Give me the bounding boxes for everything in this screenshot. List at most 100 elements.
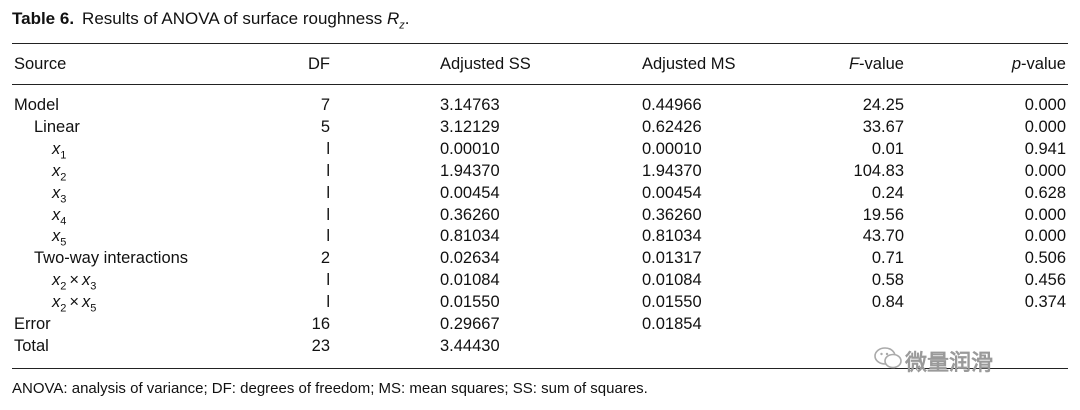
variable-symbol: x5 — [52, 227, 67, 249]
cell-adjusted-ms: 0.01550 — [642, 293, 702, 312]
top-rule — [12, 43, 1068, 44]
cell-p-value: 0.000 — [1024, 227, 1066, 246]
header-p-value: p-value — [990, 54, 1066, 74]
cell-source: x1 — [14, 139, 66, 165]
cell-adjusted-ss: 0.00454 — [440, 183, 500, 202]
caption-symbol: R — [386, 9, 400, 28]
cell-adjusted-ss: 0.81034 — [440, 227, 500, 246]
cell-adjusted-ss: 0.01550 — [440, 293, 500, 312]
header-f-value: F-value — [800, 54, 904, 74]
bottom-rule — [12, 368, 1068, 369]
cell-p-value: 0.000 — [1024, 117, 1066, 136]
variable-subscript: 3 — [90, 280, 97, 293]
cell-f-value: 19.56 — [862, 205, 904, 224]
variable-symbol: x2 — [52, 271, 67, 293]
table-footnote: ANOVA: analysis of variance; DF: degrees… — [12, 380, 648, 397]
cell-p-value: 0.506 — [1024, 249, 1066, 268]
cell-adjusted-ms: 0.81034 — [642, 227, 702, 246]
cell-adjusted-ss: 0.02634 — [440, 249, 500, 268]
cell-adjusted-ss: 3.12129 — [440, 117, 500, 136]
header-df: DF — [308, 55, 330, 73]
header-rule — [12, 84, 1068, 85]
cell-source: x5 — [14, 226, 66, 252]
cell-adjusted-ms: 0.62426 — [642, 117, 702, 136]
variable-symbol: x5 — [82, 293, 97, 315]
caption-end: . — [404, 9, 410, 28]
cell-source: Linear — [34, 117, 80, 136]
cell-adjusted-ss: 3.44430 — [440, 336, 500, 355]
variable-subscript: 5 — [90, 302, 97, 315]
cell-source: Total — [14, 336, 49, 355]
header-f-rest: -value — [859, 55, 904, 73]
times-symbol: × — [69, 271, 80, 290]
cell-adjusted-ss: 0.36260 — [440, 205, 500, 224]
cell-adjusted-ss: 0.29667 — [440, 315, 500, 333]
cell-f-value: 24.25 — [862, 96, 904, 114]
cell-f-value: 0.01 — [871, 139, 904, 158]
table-caption: Table 6. Results of ANOVA of surface roug… — [12, 9, 409, 31]
cell-adjusted-ss: 1.94370 — [440, 161, 500, 180]
cell-source: Error — [14, 315, 51, 333]
cell-source: x4 — [14, 205, 66, 231]
chat-bubble-icon — [874, 347, 902, 369]
cell-adjusted-ms: 0.00010 — [642, 139, 702, 158]
header-p-italic: p — [1011, 55, 1022, 73]
cell-df: l — [326, 205, 330, 224]
cell-adjusted-ms: 0.01317 — [642, 249, 702, 268]
cell-adjusted-ms: 0.01084 — [642, 271, 702, 290]
cell-f-value: 0.71 — [871, 249, 904, 268]
cell-p-value: 0.941 — [1024, 139, 1066, 158]
cell-df: l — [326, 183, 330, 202]
cell-source: Two-way interactions — [34, 249, 189, 268]
cell-df: 23 — [311, 336, 330, 355]
cell-adjusted-ms: 1.94370 — [642, 161, 702, 180]
variable-symbol: x2 — [52, 293, 67, 315]
cell-df: 16 — [311, 315, 330, 333]
cell-df: l — [326, 271, 330, 290]
cell-source: x3 — [14, 183, 66, 209]
variable-symbol: x4 — [52, 205, 67, 227]
header-f-italic: F — [848, 55, 860, 73]
cell-p-value: 0.000 — [1024, 161, 1066, 180]
cell-f-value: 104.83 — [853, 161, 904, 180]
variable-subscript: 2 — [60, 280, 67, 293]
cell-df: l — [326, 161, 330, 180]
cell-f-value: 0.24 — [871, 183, 904, 202]
cell-adjusted-ms: 0.44966 — [642, 96, 702, 114]
cell-df: 7 — [320, 96, 330, 114]
cell-p-value: 0.628 — [1024, 183, 1066, 202]
variable-subscript: 4 — [60, 214, 67, 227]
variable-symbol: x3 — [52, 183, 67, 205]
cell-p-value: 0.000 — [1024, 96, 1066, 114]
cell-adjusted-ms: 0.01854 — [642, 315, 702, 333]
cell-p-value: 0.456 — [1024, 271, 1066, 290]
cell-f-value: 0.84 — [871, 293, 904, 312]
caption-label: Table 6. — [12, 9, 75, 28]
cell-df: 5 — [320, 117, 330, 136]
variable-subscript: 2 — [60, 170, 67, 183]
cell-adjusted-ms: 0.36260 — [642, 205, 702, 224]
caption-symbol-sub: z — [399, 19, 405, 32]
cell-source: Model — [14, 96, 59, 114]
watermark-text: 微量润滑 — [905, 350, 994, 375]
variable-symbol: x3 — [82, 271, 97, 293]
cell-adjusted-ss: 0.00010 — [440, 139, 500, 158]
variable-subscript: 5 — [60, 236, 67, 249]
cell-f-value: 43.70 — [862, 227, 904, 246]
cell-df: 2 — [320, 249, 330, 268]
cell-adjusted-ss: 3.14763 — [440, 96, 500, 114]
variable-subscript: 2 — [60, 302, 67, 315]
cell-f-value: 0.58 — [871, 271, 904, 290]
cell-df: l — [326, 139, 330, 158]
header-p-rest: -value — [1021, 55, 1066, 73]
caption-text: Results of ANOVA of surface roughness — [82, 9, 387, 28]
header-source: Source — [14, 55, 67, 73]
header-adjusted-ms: Adjusted MS — [642, 55, 736, 73]
cell-p-value: 0.000 — [1024, 205, 1066, 224]
cell-source: x2 × x5 — [14, 292, 96, 318]
cell-df: l — [326, 293, 330, 312]
cell-adjusted-ss: 0.01084 — [440, 271, 500, 290]
header-adjusted-ss: Adjusted SS — [440, 55, 531, 73]
cell-source: x2 × x3 — [14, 270, 96, 296]
variable-subscript: 3 — [60, 192, 67, 205]
